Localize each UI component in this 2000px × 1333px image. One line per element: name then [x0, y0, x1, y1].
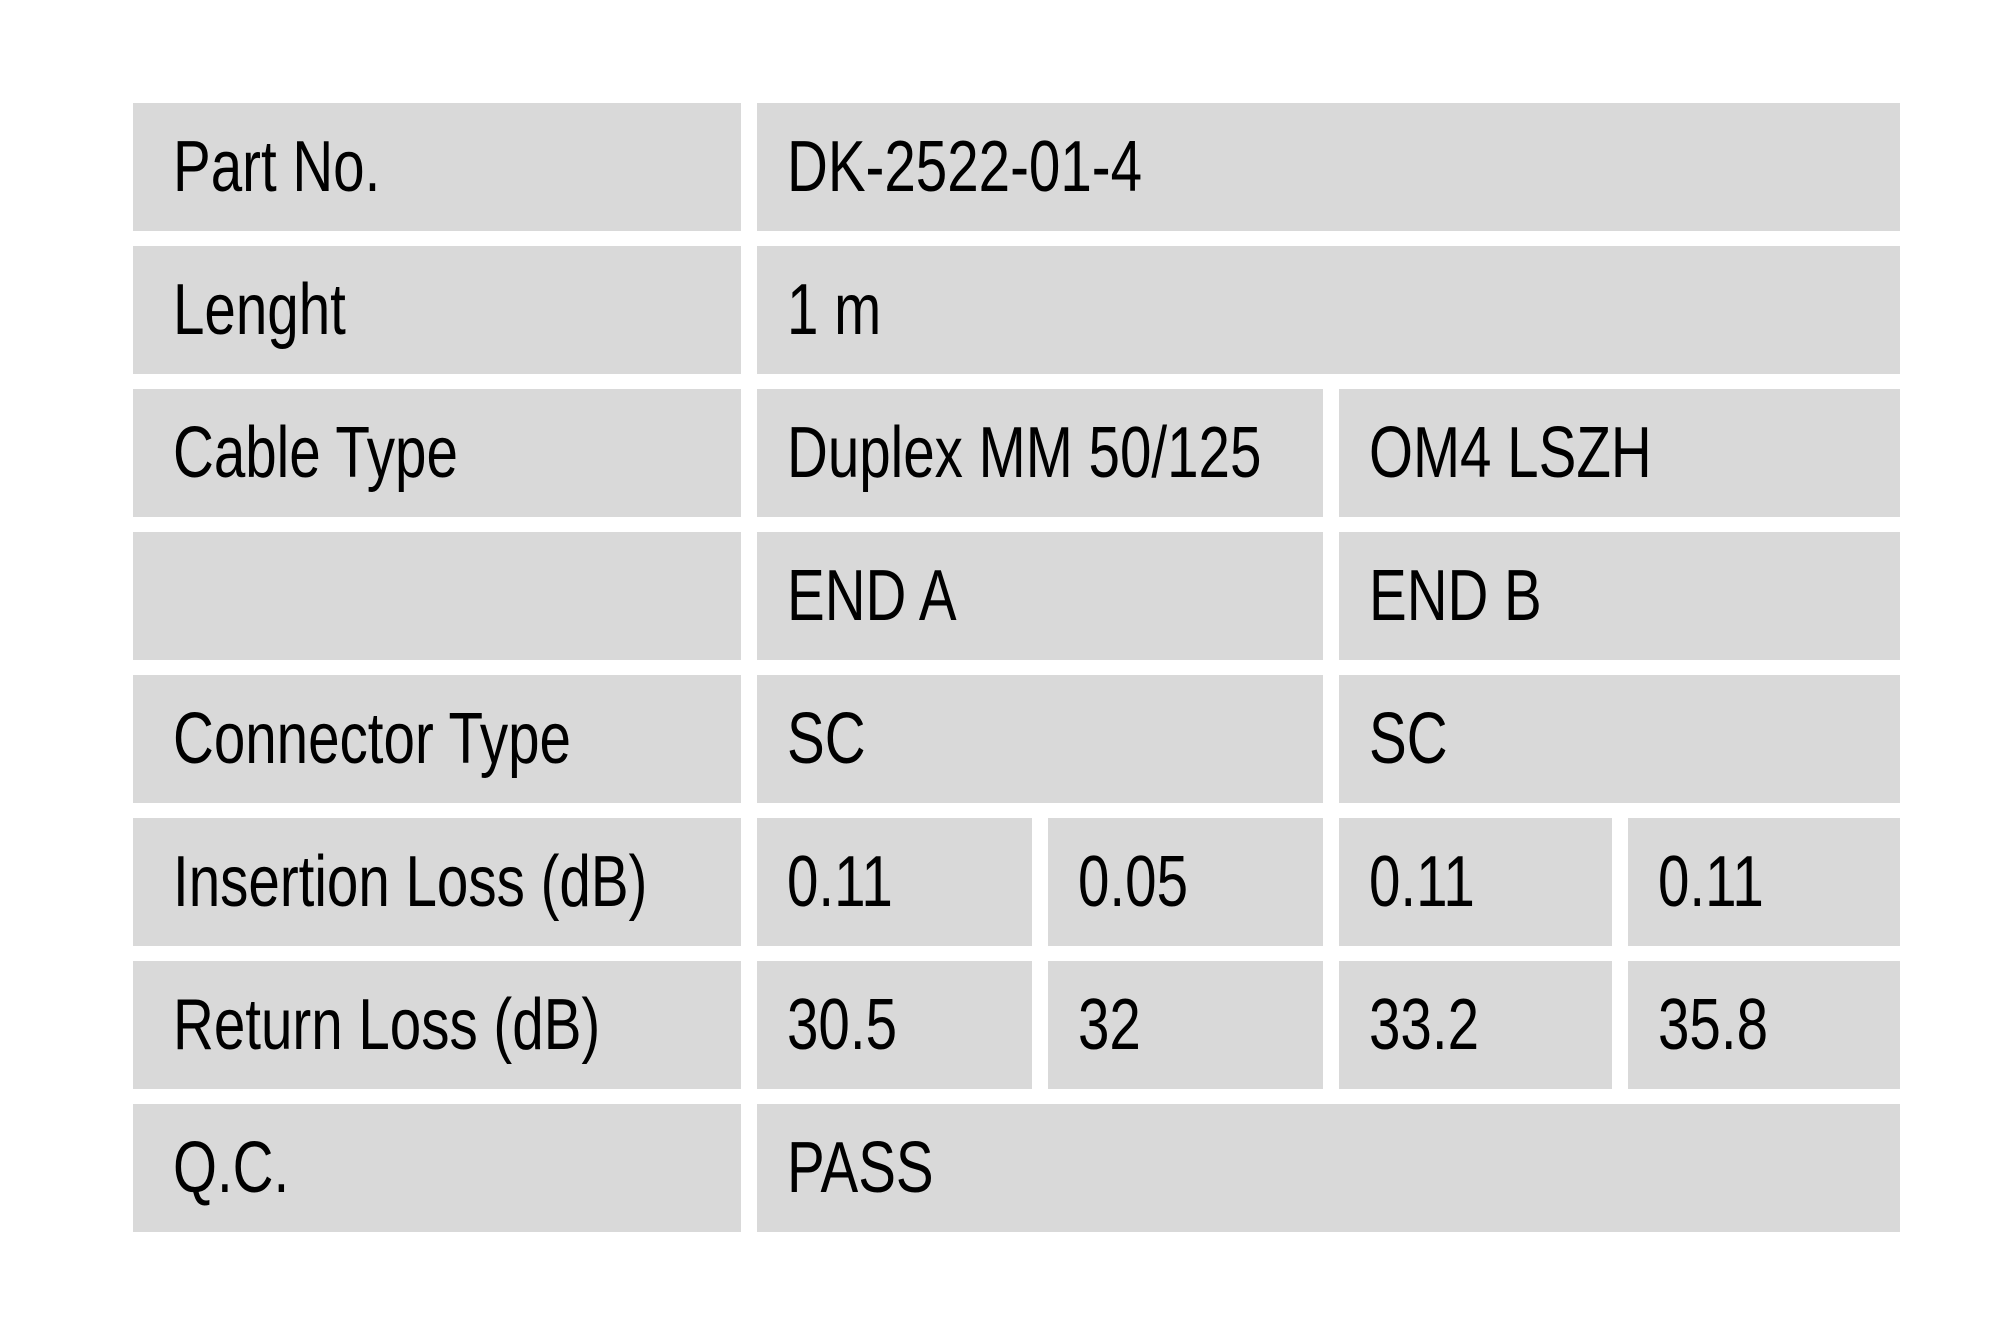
insertion-loss-end-a-fiber-2-cell: 0.05	[1048, 818, 1323, 946]
cable-type-label: Cable Type	[173, 413, 458, 493]
connector-type-end-b: SC	[1369, 699, 1448, 779]
qc-value: PASS	[787, 1128, 934, 1208]
end-a-header-cell: END A	[757, 532, 1323, 660]
connector-type-end-a: SC	[787, 699, 866, 779]
return-loss-label-cell: Return Loss (dB)	[133, 961, 741, 1089]
return-loss-label: Return Loss (dB)	[173, 985, 601, 1065]
return-loss-end-a-fiber-1: 30.5	[787, 985, 898, 1065]
length-value-cell: 1 m	[757, 246, 1900, 374]
insertion-loss-label: Insertion Loss (dB)	[173, 842, 648, 922]
connector-type-label: Connector Type	[173, 699, 571, 779]
insertion-loss-end-b-fiber-1-cell: 0.11	[1339, 818, 1612, 946]
end-b-header-cell: END B	[1339, 532, 1900, 660]
cable-type-end-b: OM4 LSZH	[1369, 413, 1652, 493]
end-a-header: END A	[787, 556, 957, 636]
cable-type-label-cell: Cable Type	[133, 389, 741, 517]
length-label: Lenght	[173, 270, 346, 350]
qc-label: Q.C.	[173, 1128, 290, 1208]
length-label-cell: Lenght	[133, 246, 741, 374]
return-loss-end-a-fiber-2-cell: 32	[1048, 961, 1323, 1089]
qc-value-cell: PASS	[757, 1104, 1900, 1232]
end-header-spacer-cell	[133, 532, 741, 660]
insertion-loss-end-a-fiber-2: 0.05	[1078, 842, 1189, 922]
insertion-loss-end-a-fiber-1-cell: 0.11	[757, 818, 1032, 946]
qc-label-cell: Q.C.	[133, 1104, 741, 1232]
insertion-loss-end-b-fiber-2: 0.11	[1658, 842, 1764, 922]
connector-type-end-a-cell: SC	[757, 675, 1323, 803]
insertion-loss-label-cell: Insertion Loss (dB)	[133, 818, 741, 946]
return-loss-end-b-fiber-2: 35.8	[1658, 985, 1769, 1065]
cable-type-end-a-cell: Duplex MM 50/125	[757, 389, 1323, 517]
insertion-loss-end-b-fiber-1: 0.11	[1369, 842, 1475, 922]
end-b-header: END B	[1369, 556, 1542, 636]
connector-type-end-b-cell: SC	[1339, 675, 1900, 803]
return-loss-end-a-fiber-2: 32	[1078, 985, 1141, 1065]
spec-table: Part No. DK-2522-01-4 Lenght 1 m Cable T…	[133, 103, 1900, 1232]
connector-type-label-cell: Connector Type	[133, 675, 741, 803]
insertion-loss-end-a-fiber-1: 0.11	[787, 842, 893, 922]
part-no-label: Part No.	[173, 127, 381, 207]
return-loss-end-b-fiber-1: 33.2	[1369, 985, 1480, 1065]
return-loss-end-a-fiber-1-cell: 30.5	[757, 961, 1032, 1089]
insertion-loss-end-b-fiber-2-cell: 0.11	[1628, 818, 1900, 946]
part-no-value: DK-2522-01-4	[787, 127, 1143, 207]
return-loss-end-b-fiber-1-cell: 33.2	[1339, 961, 1612, 1089]
cable-type-end-a: Duplex MM 50/125	[787, 413, 1262, 493]
part-no-value-cell: DK-2522-01-4	[757, 103, 1900, 231]
length-value: 1 m	[787, 270, 882, 350]
return-loss-end-b-fiber-2-cell: 35.8	[1628, 961, 1900, 1089]
cable-type-end-b-cell: OM4 LSZH	[1339, 389, 1900, 517]
part-no-label-cell: Part No.	[133, 103, 741, 231]
